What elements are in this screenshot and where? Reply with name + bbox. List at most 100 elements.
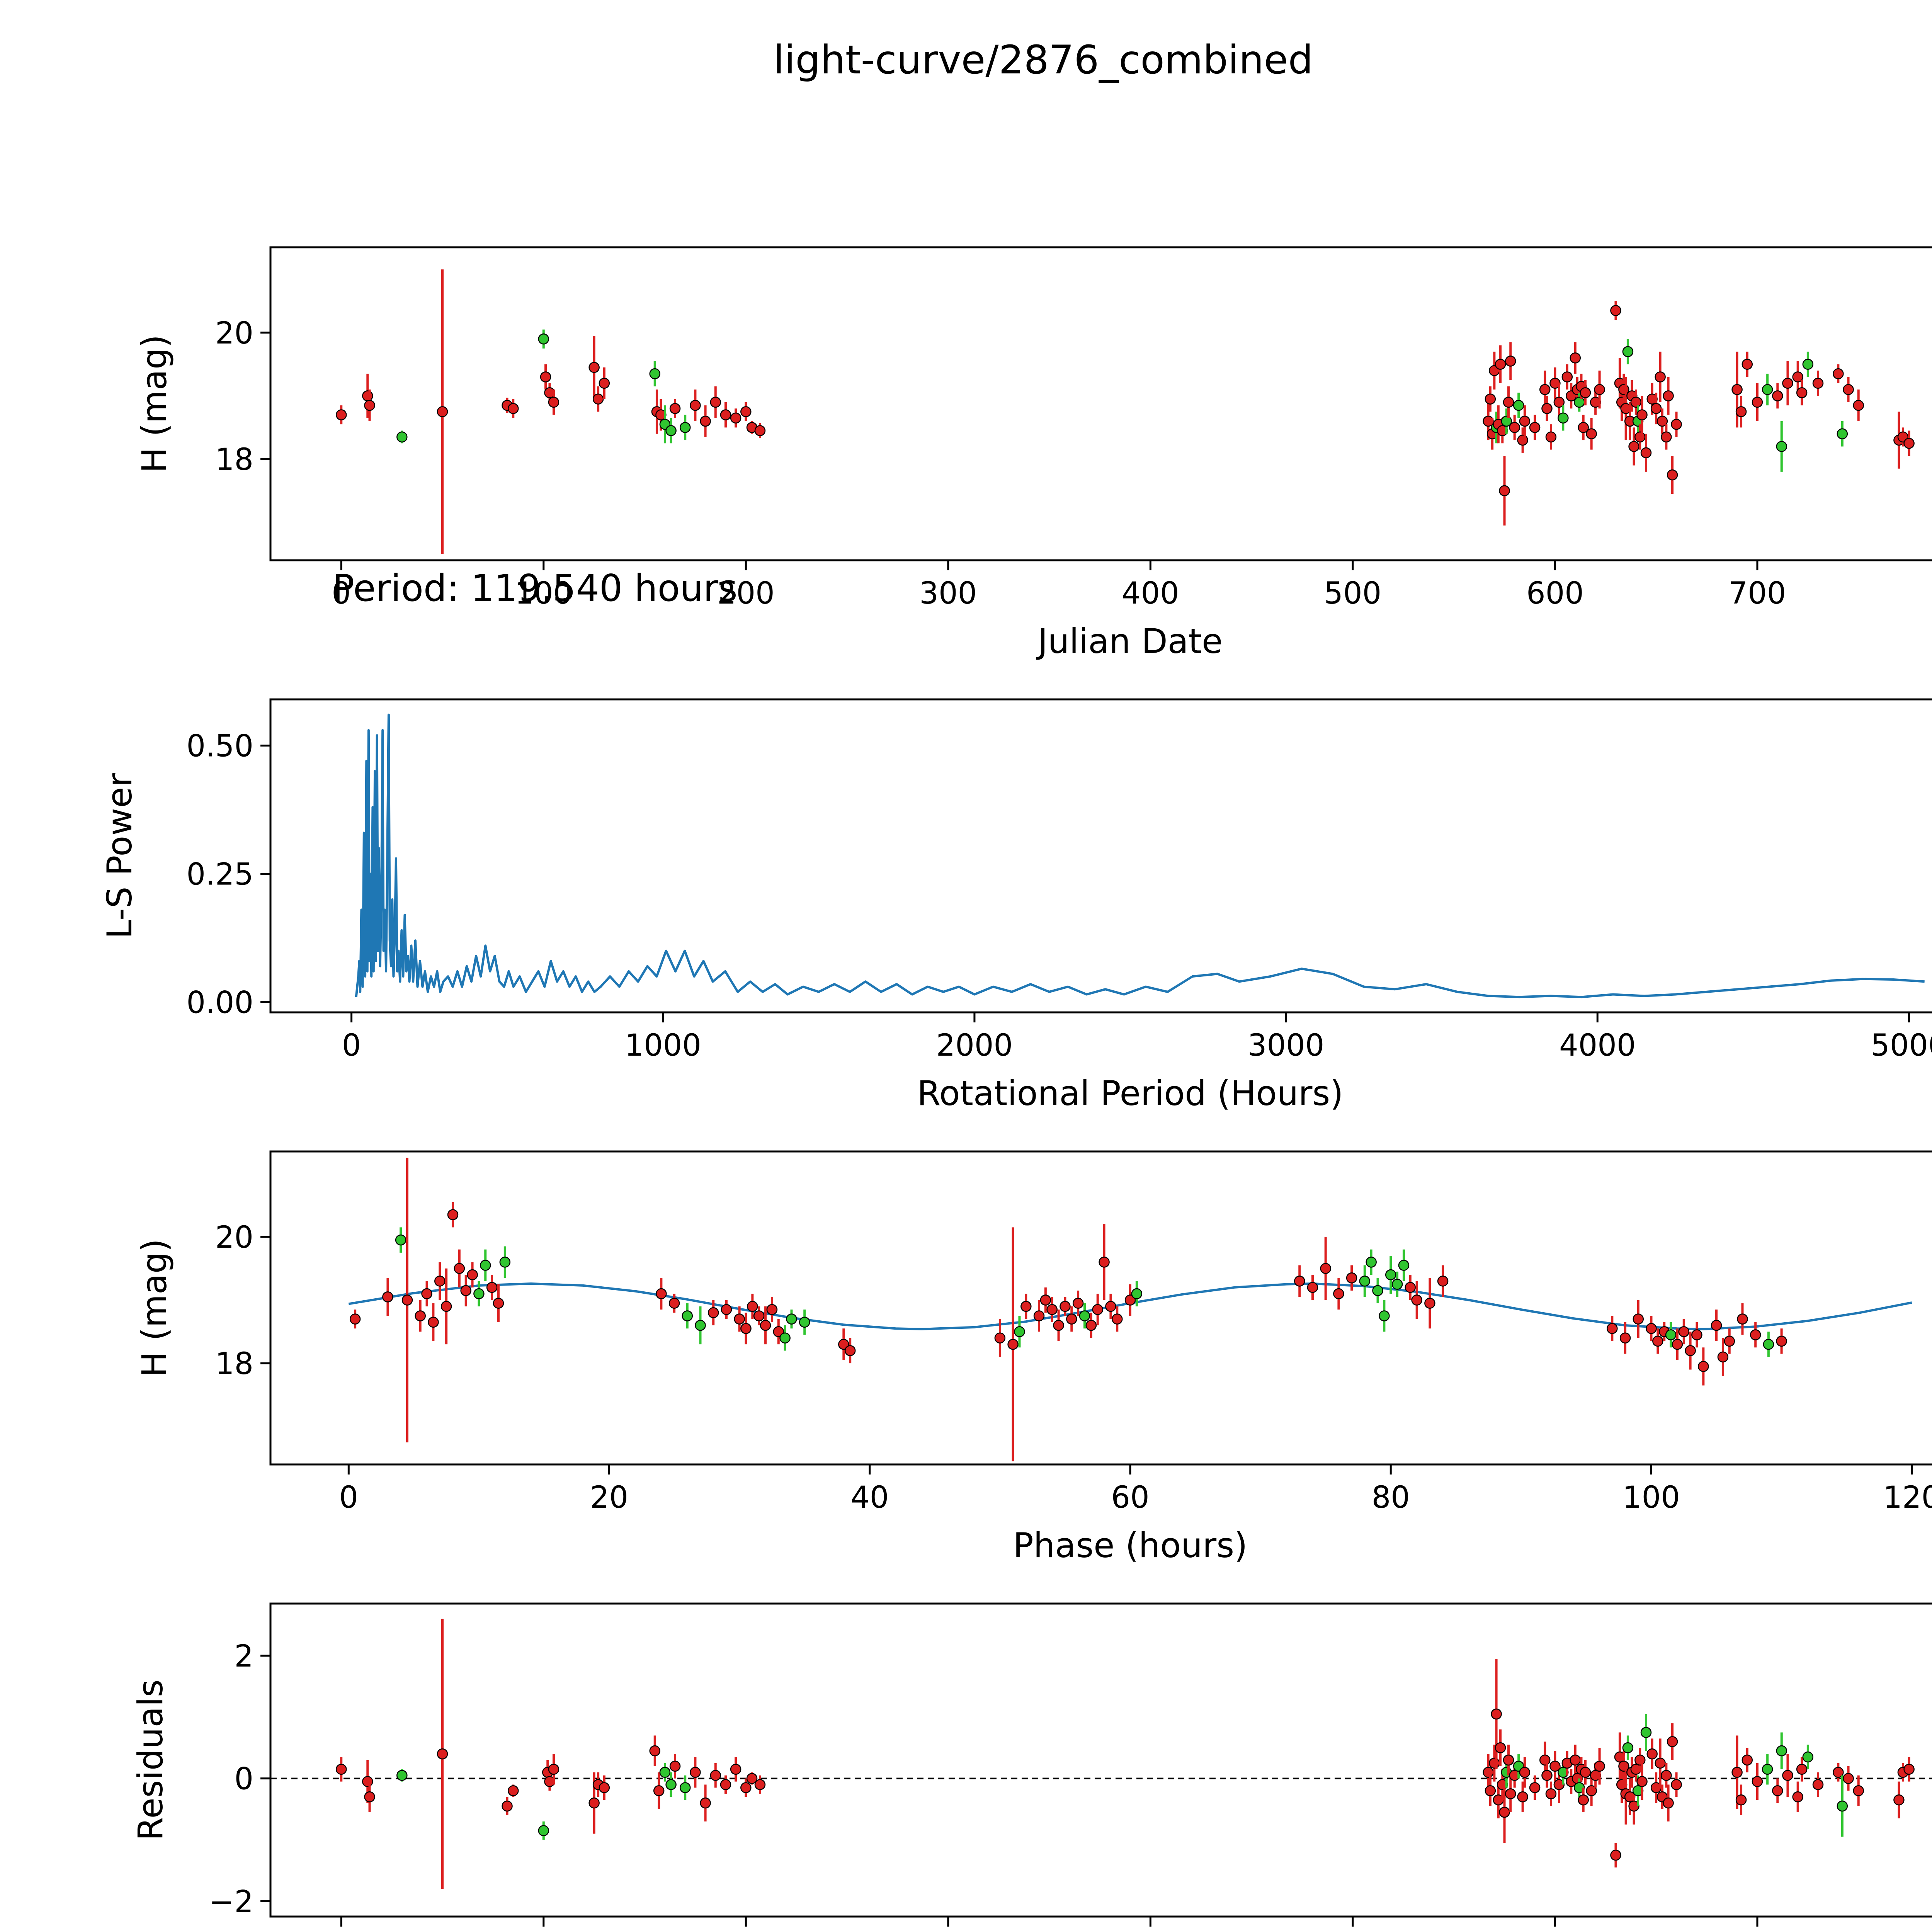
data-point [1519, 1767, 1531, 1778]
data-point [507, 1785, 519, 1796]
x-tick-label: 200 [717, 576, 775, 611]
data-point [1772, 1785, 1783, 1796]
period-annotation: Period: 119.540 hours [332, 567, 738, 610]
data-point [700, 415, 711, 427]
data-point [1752, 396, 1763, 408]
data-point [1483, 1767, 1494, 1778]
data-point [421, 1288, 432, 1299]
data-point [1485, 1785, 1496, 1796]
data-point [668, 1298, 680, 1309]
data-point [994, 1332, 1006, 1344]
phased-yaxis-label: H (mag) [134, 1239, 174, 1377]
data-point [1541, 403, 1553, 414]
data-point [1578, 422, 1589, 433]
data-point [1776, 1745, 1787, 1757]
data-point [538, 333, 549, 345]
data-point [1691, 1329, 1702, 1340]
data-point [1853, 1785, 1864, 1796]
data-point [740, 1782, 752, 1793]
data-point [1503, 396, 1514, 408]
data-point [1124, 1294, 1136, 1306]
data-point [1495, 359, 1506, 370]
data-point [1580, 1767, 1591, 1778]
data-point [1391, 1279, 1403, 1290]
data-point [844, 1345, 856, 1356]
data-point [415, 1310, 426, 1321]
data-point [1812, 1779, 1824, 1790]
residuals-yaxis-label: Residuals [131, 1679, 170, 1840]
data-point [1636, 409, 1648, 420]
data-point [1495, 1742, 1506, 1753]
data-point [779, 1332, 791, 1344]
axes-frame [269, 698, 1932, 1014]
x-tick-label: 60 [1111, 1480, 1149, 1515]
data-point [1578, 1794, 1589, 1806]
data-point [1663, 390, 1674, 401]
data-point [1672, 1338, 1683, 1350]
data-point [1489, 1757, 1500, 1769]
data-point [1640, 447, 1652, 459]
data-point [1092, 1304, 1103, 1315]
x-tick-label: 100 [515, 576, 572, 611]
x-tick-label: 100 [1622, 1480, 1680, 1515]
data-point [1079, 1310, 1090, 1321]
y-tick-label: −2 [209, 1884, 253, 1919]
data-point [1656, 415, 1668, 427]
data-point [1678, 1326, 1690, 1337]
data-point [649, 1745, 660, 1757]
data-point [690, 400, 701, 411]
data-point [1294, 1276, 1305, 1287]
data-point [1663, 1797, 1674, 1809]
data-point [653, 1785, 665, 1796]
data-point [720, 1779, 731, 1790]
data-point [740, 1323, 752, 1334]
data-point [659, 1767, 671, 1778]
data-point [1667, 469, 1678, 481]
data-point [669, 403, 681, 414]
panel-residuals: 0100200300400500600700800−202 [209, 1602, 1932, 1927]
data-point [1671, 418, 1682, 430]
data-point [480, 1260, 491, 1271]
data-point [1667, 1736, 1678, 1747]
data-point [1007, 1338, 1019, 1350]
x-tick-label: 40 [850, 1480, 889, 1515]
lightcurve-xaxis-label: Julian Date [1036, 621, 1223, 661]
data-point [1762, 384, 1773, 395]
data-point [710, 1770, 721, 1781]
data-point [734, 1313, 745, 1325]
data-point [473, 1288, 485, 1299]
data-point [428, 1316, 439, 1328]
data-point [679, 1782, 691, 1793]
data-point [1539, 384, 1551, 395]
data-point [1491, 1708, 1502, 1720]
data-point [1517, 1791, 1528, 1803]
x-tick-label: 800 [1931, 576, 1932, 611]
data-point [1105, 1301, 1116, 1312]
figure-title: light-curve/2876_combined [774, 37, 1313, 83]
data-point [1685, 1345, 1696, 1356]
data-point [1717, 1351, 1729, 1363]
data-point [1655, 1757, 1666, 1769]
data-point [730, 412, 742, 424]
y-tick-label: 2 [234, 1639, 253, 1674]
data-point [1735, 1794, 1747, 1806]
data-point [1792, 371, 1803, 383]
data-point [1782, 378, 1793, 389]
data-point [695, 1320, 706, 1331]
data-point [486, 1282, 498, 1293]
data-point [1833, 368, 1844, 379]
data-point [1366, 1257, 1377, 1268]
data-point [1711, 1320, 1722, 1331]
data-point [1503, 1754, 1514, 1766]
data-point [1762, 1764, 1773, 1775]
data-point [1742, 1754, 1753, 1766]
data-point [649, 368, 660, 379]
data-point [1405, 1282, 1416, 1293]
data-point [1594, 1760, 1605, 1772]
x-tick-label: 2000 [936, 1028, 1013, 1063]
data-point [349, 1313, 361, 1325]
data-point [1519, 415, 1531, 427]
data-point [548, 1764, 560, 1775]
